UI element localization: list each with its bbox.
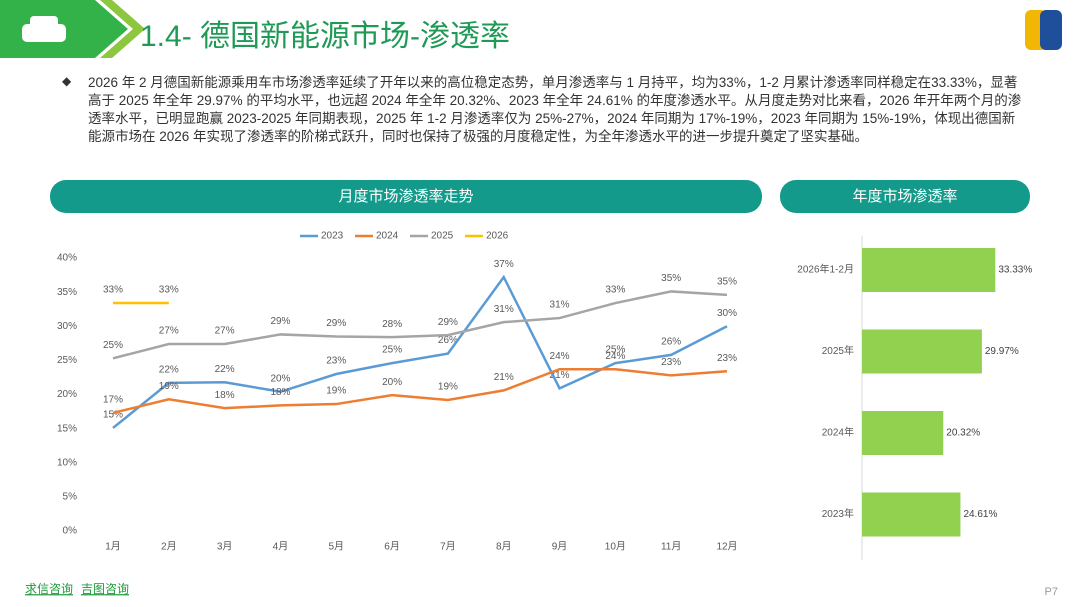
data-label: 23% [661,357,681,368]
data-label: 25% [382,345,402,356]
y-tick-label: 0% [63,526,78,537]
y-tick-label: 15% [57,423,77,434]
data-label: 20.32% [946,428,980,439]
y-tick-label: 25% [57,355,77,366]
x-tick-label: 12月 [716,541,737,553]
x-tick-label: 1月 [105,541,121,553]
page-number: P7 [1045,586,1058,598]
x-tick-label: 6月 [384,541,400,553]
data-label: 31% [494,304,514,315]
bar [862,492,961,537]
series-line [112,290,728,360]
data-label: 29% [438,317,458,328]
y-tick-label: 5% [63,492,78,503]
data-label: 19% [326,386,346,397]
section-banner [780,180,1030,213]
data-label: 33% [159,285,179,296]
data-label: 31% [550,300,570,311]
data-label: 21% [494,372,514,383]
y-tick-label: 30% [57,321,77,332]
data-label: 24.61% [963,509,997,520]
bar [862,329,982,374]
x-tick-label: 3月 [217,541,233,553]
data-label: 28% [382,319,402,330]
data-label: 37% [494,259,514,270]
x-tick-label: 8月 [496,541,512,553]
header-arrow-stripe [100,0,145,58]
data-label: 25% [605,345,625,356]
x-tick-label: 10月 [605,541,626,553]
data-label: 26% [661,337,681,348]
data-label: 30% [717,308,737,319]
data-label: 18% [270,387,290,398]
y-tick-label: 20% [57,389,77,400]
legend-label: 2024 [376,231,399,242]
data-label: 33% [103,285,123,296]
car-icon [22,24,66,42]
data-label: 27% [215,326,235,337]
footer-link[interactable]: 求信咨询 [25,581,73,596]
y-tick-label: 2023年 [822,507,854,520]
section-title: 年度市场渗透率 [852,188,957,205]
data-label: 33.33% [998,265,1032,276]
data-label: 23% [326,356,346,367]
x-tick-label: 7月 [440,541,456,553]
bar [862,411,944,455]
x-tick-label: 9月 [552,541,568,553]
series-line [112,367,728,415]
data-label: 19% [159,381,179,392]
x-tick-label: 2月 [161,541,177,553]
data-label: 15% [103,410,123,421]
y-tick-label: 10% [57,457,77,468]
data-label: 18% [215,390,235,401]
data-label: 22% [159,365,179,376]
y-tick-label: 2025年 [822,344,854,357]
y-tick-label: 2026年1-2月 [797,263,854,276]
data-label: 23% [717,353,737,364]
data-label: 20% [270,373,290,384]
slide-title: 1.4- 德国新能源市场-渗透率 [140,20,510,53]
data-label: 17% [103,395,123,406]
data-label: 25% [103,340,123,351]
x-tick-label: 5月 [328,541,344,553]
bullet: ◆ [62,74,72,88]
legend-label: 2026 [486,231,509,242]
data-label: 20% [382,377,402,388]
footer-link[interactable]: 吉图咨询 [81,581,129,596]
x-tick-label: 11月 [661,541,681,553]
data-label: 35% [717,276,737,287]
data-label: 21% [550,370,570,381]
data-label: 24% [605,351,625,362]
data-label: 33% [605,285,625,296]
data-label: 29.97% [985,346,1019,357]
legend-label: 2025 [431,231,454,242]
data-label: 22% [215,364,235,375]
y-tick-label: 40% [57,253,77,264]
y-tick-label: 2024年 [822,426,854,439]
logo [1040,10,1062,50]
legend-label: 2023 [321,231,344,242]
paragraph: 2026 年 2 月德国新能源乘用车市场渗透率延续了开年以来的高位稳定态势，单月… [88,75,1022,144]
data-label: 27% [159,326,179,337]
x-tick-label: 4月 [273,541,289,553]
car-icon [30,16,58,28]
data-label: 29% [270,316,290,327]
data-label: 24% [550,351,570,362]
data-label: 35% [661,273,681,284]
data-label: 29% [326,318,346,329]
section-title: 月度市场渗透率走势 [338,188,473,205]
series-line [112,274,728,429]
data-label: 26% [438,335,458,346]
bar [862,248,996,292]
y-tick-label: 35% [57,287,77,298]
data-label: 19% [438,382,458,393]
section-banner [50,180,762,213]
